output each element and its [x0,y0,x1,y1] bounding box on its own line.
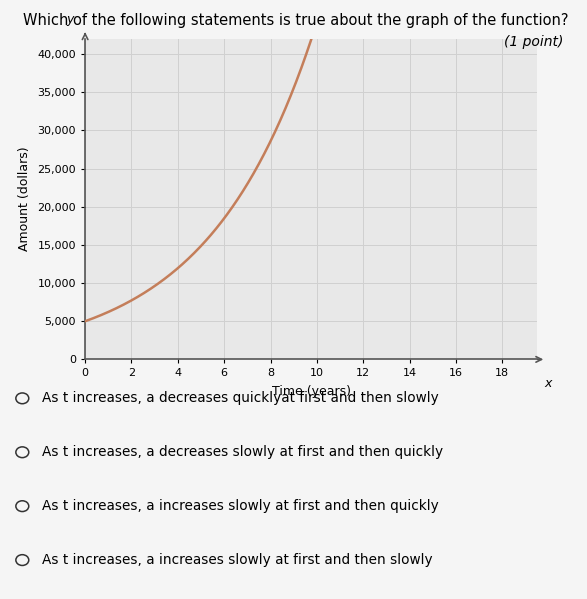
X-axis label: Time (years): Time (years) [272,385,350,398]
Text: Which of the following statements is true about the graph of the function?: Which of the following statements is tru… [23,13,569,28]
Text: y: y [66,13,74,26]
Text: As t increases, a decreases slowly at first and then quickly: As t increases, a decreases slowly at fi… [42,445,443,459]
Y-axis label: Amount (dollars): Amount (dollars) [18,147,31,252]
Text: As t increases, a increases slowly at first and then slowly: As t increases, a increases slowly at fi… [42,553,433,567]
Text: As t increases, a increases slowly at first and then quickly: As t increases, a increases slowly at fi… [42,499,439,513]
Text: As t increases, a decreases quicklyat first and then slowly: As t increases, a decreases quicklyat fi… [42,391,439,406]
Text: (1 point): (1 point) [504,35,564,49]
Text: x: x [545,377,552,390]
